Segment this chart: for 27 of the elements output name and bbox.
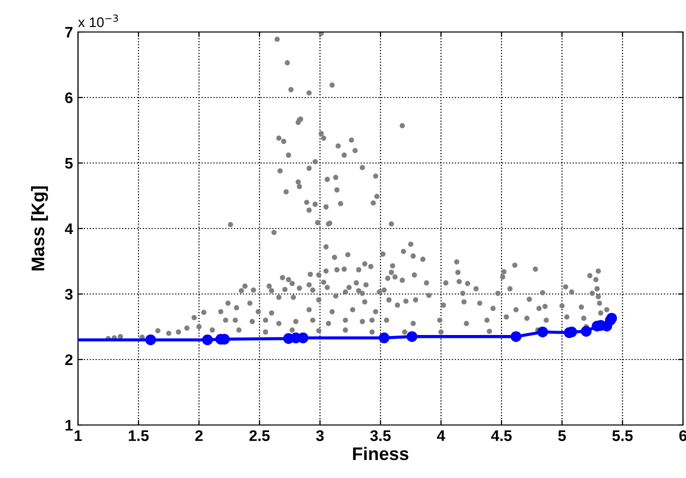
point [580,326,592,337]
y-tick-label: 3 [64,288,73,300]
y-tick-label: 6 [65,92,73,104]
point [145,334,156,346]
y-tick-label: 1 [66,420,73,431]
x-tick-label: 5.5 [612,430,633,442]
y-axis-title: Mass [Kg] [31,186,48,270]
y-tick-label: 2 [65,354,73,366]
point [537,326,548,338]
x-tick-label: 1 [74,430,82,441]
text: x 10$^{−3}$ [78,14,118,28]
x-tick-label: 3 [316,430,324,442]
x-tick-label: 3.5 [370,430,391,442]
point [406,331,418,342]
y-tick-label: 5 [65,158,73,169]
y-tick-label: 4 [64,224,74,234]
x-tick-label: 2 [195,430,203,441]
x-tick-label: 2.5 [249,430,270,442]
y-tick-label: 7 [65,27,72,38]
x-tick-label: 4 [436,430,446,441]
point [202,334,213,346]
x-tick-label: 5 [558,430,566,442]
x-tick-label: 4.5 [491,430,512,442]
x-axis-title: Finess [353,446,408,460]
point [378,332,390,344]
x-tick-label: 1.5 [128,430,149,442]
point [510,331,522,342]
